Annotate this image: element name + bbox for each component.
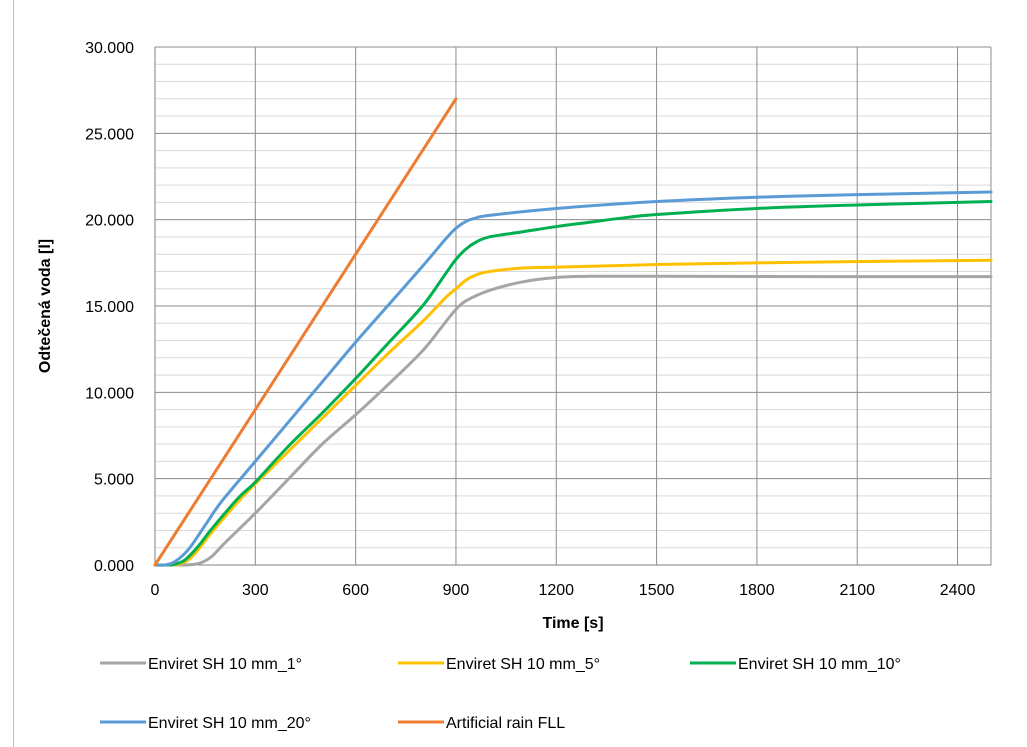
y-tick-label: 0.000 bbox=[94, 558, 134, 575]
legend-label: Enviret SH 10 mm_1° bbox=[148, 656, 302, 673]
series-line-2 bbox=[153, 258, 993, 567]
x-tick-label: 2400 bbox=[940, 582, 976, 599]
y-tick-label: 25.000 bbox=[85, 126, 134, 143]
minor-gridlines bbox=[155, 63, 991, 549]
x-tick-label: 2100 bbox=[839, 582, 875, 599]
x-tick-label: 1800 bbox=[739, 582, 775, 599]
x-tick-label: 0 bbox=[151, 582, 160, 599]
legend-item: Enviret SH 10 mm_1° bbox=[100, 656, 302, 673]
series-line-3 bbox=[153, 200, 993, 567]
x-axis-title: Time [s] bbox=[542, 615, 603, 632]
legend-label: Enviret SH 10 mm_20° bbox=[148, 715, 311, 732]
y-tick-label: 15.000 bbox=[85, 299, 134, 316]
y-tick-label: 10.000 bbox=[85, 385, 134, 402]
data-series bbox=[153, 97, 993, 567]
x-axis-ticks: 0 300 600 900 1200 1500 1800 2100 2400 bbox=[151, 582, 976, 599]
y-axis-title: Odtečená voda [l] bbox=[37, 239, 54, 373]
legend-item: Enviret SH 10 mm_20° bbox=[100, 715, 311, 732]
legend-label: Artificial rain FLL bbox=[446, 715, 565, 732]
x-tick-label: 1200 bbox=[538, 582, 574, 599]
page-left-border bbox=[13, 0, 14, 747]
legend-item: Enviret SH 10 mm_10° bbox=[690, 656, 901, 673]
x-tick-label: 600 bbox=[342, 582, 369, 599]
legend: Enviret SH 10 mm_1° Enviret SH 10 mm_5° En… bbox=[100, 656, 901, 732]
axes bbox=[154, 47, 991, 566]
x-tick-label: 900 bbox=[443, 582, 470, 599]
y-tick-label: 20.000 bbox=[85, 213, 134, 230]
legend-label: Enviret SH 10 mm_10° bbox=[738, 656, 901, 673]
y-tick-label: 5.000 bbox=[94, 472, 134, 489]
series-line-1 bbox=[153, 274, 993, 567]
x-tick-label: 1500 bbox=[639, 582, 675, 599]
y-axis-ticks: 0.000 5.000 10.000 15.000 20.000 25.000 30.000 bbox=[85, 40, 134, 575]
legend-item: Enviret SH 10 mm_5° bbox=[398, 656, 600, 673]
series-line-4 bbox=[153, 190, 993, 567]
series-line-5 bbox=[153, 97, 458, 567]
y-tick-label: 30.000 bbox=[85, 40, 134, 57]
legend-label: Enviret SH 10 mm_5° bbox=[446, 656, 600, 673]
legend-item: Artificial rain FLL bbox=[398, 715, 565, 732]
x-tick-label: 300 bbox=[242, 582, 269, 599]
